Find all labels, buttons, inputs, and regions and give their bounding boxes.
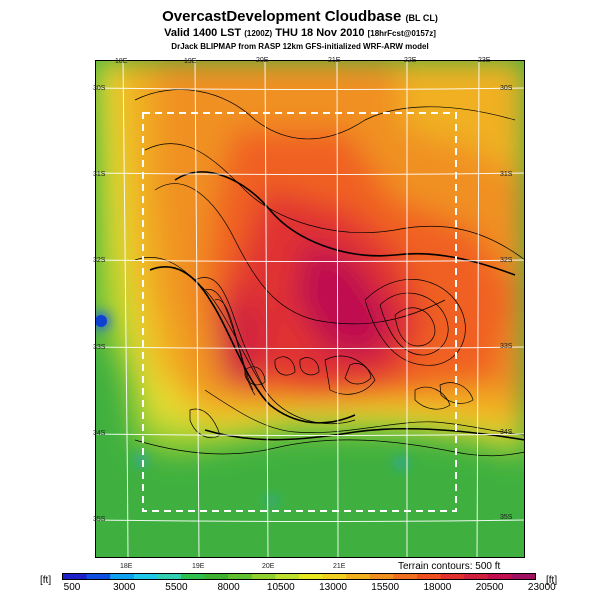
colorbar-tick-label: 23000	[527, 582, 556, 593]
colorbar-segment	[133, 574, 158, 579]
lon-label-top: 20E	[256, 57, 269, 64]
colorbar-segment	[440, 574, 465, 579]
colorbar-tick-label: 10500	[266, 582, 295, 593]
colorbar	[62, 573, 536, 580]
colorbar-segment	[228, 574, 253, 579]
lat-label-left: 30S	[93, 85, 106, 92]
lat-label-left: 35S	[93, 516, 106, 523]
inner-domain-box	[142, 112, 457, 512]
lon-label-top: 21E	[328, 57, 341, 64]
lat-label-left: 31S	[93, 171, 106, 178]
colorbar-segment	[511, 574, 535, 579]
map-title: OvercastDevelopment Cloudbase (BL CL)	[0, 8, 600, 25]
colorbar-segment	[393, 574, 418, 579]
colorbar-tick-label: 13000	[319, 582, 347, 593]
colorbar-tick-label: 8000	[217, 582, 240, 593]
lon-label-top: 19E	[184, 58, 197, 65]
lon-label-bottom: 21E	[333, 563, 346, 570]
terrain-contours	[134, 89, 525, 457]
colorbar-tick-labels: 500 3000 5500 8000 10500 13000 15500 18000 20500…	[0, 582, 600, 598]
graticule	[95, 60, 525, 558]
valid-suffix: [18hrFcst@0157z]	[367, 29, 436, 38]
shading-layer	[95, 60, 525, 558]
lat-label-right: 34S	[500, 429, 513, 436]
lon-label-top: 18E	[115, 58, 128, 65]
cloudbase-map	[95, 60, 525, 558]
colorbar-segment	[110, 574, 135, 579]
colorbar-segment	[299, 574, 324, 579]
map-frame	[95, 60, 525, 558]
colorbar-tick-label: 3000	[113, 582, 136, 593]
colorbar-tick-label: 500	[63, 582, 81, 593]
colorbar-tick-label: 15500	[371, 582, 400, 593]
lon-label-bottom: 19E	[192, 563, 205, 570]
colorbar-unit-left: [ft]	[40, 575, 52, 586]
colorbar-segment	[369, 574, 394, 579]
valid-date: THU 18 Nov 2010	[275, 27, 365, 39]
colorbar-segment	[464, 574, 489, 579]
lon-label-bottom: 18E	[120, 563, 133, 570]
lat-label-left: 33S	[93, 344, 106, 351]
colorbar-segment	[322, 574, 347, 579]
lat-label-right: 35S	[500, 514, 513, 521]
title-suffix: (BL CL)	[405, 13, 438, 23]
lat-label-left: 32S	[93, 257, 106, 264]
valid-line: Valid 1400 LST (1200Z) THU 18 Nov 2010 […	[0, 27, 600, 39]
colorbar-segment	[487, 574, 512, 579]
colorbar-segment	[251, 574, 276, 579]
colorbar-tick-label: 18000	[423, 582, 452, 593]
title-text: OvercastDevelopment Cloudbase	[162, 8, 402, 25]
lat-label-right: 33S	[500, 343, 513, 350]
colorbar-segment	[417, 574, 442, 579]
lat-label-right: 31S	[500, 171, 513, 178]
lon-label-top: 22E	[404, 57, 417, 64]
colorbar-segment	[275, 574, 300, 579]
valid-code: (1200Z)	[244, 29, 273, 38]
colorbar-segment	[157, 574, 182, 579]
credit-line: DrJack BLIPMAP from RASP 12km GFS-initia…	[171, 42, 429, 51]
lat-label-right: 32S	[500, 257, 513, 264]
valid-prefix: Valid 1400 LST	[164, 27, 242, 39]
colorbar-segment	[86, 574, 111, 579]
colorbar-tick-label: 20500	[475, 582, 504, 593]
colorbar-segment	[346, 574, 371, 579]
colorbar-segment	[204, 574, 229, 579]
lat-label-right: 30S	[500, 85, 513, 92]
lat-label-left: 34S	[93, 430, 106, 437]
terrain-contour-note: Terrain contours: 500 ft	[398, 561, 501, 572]
colorbar-unit-right: [ft]	[546, 575, 558, 586]
lon-label-bottom: 20E	[262, 563, 275, 570]
colorbar-tick-label: 5500	[165, 582, 188, 593]
colorbar-segment	[181, 574, 206, 579]
colorbar-segment	[63, 574, 88, 579]
lon-label-top: 23E	[478, 57, 491, 64]
